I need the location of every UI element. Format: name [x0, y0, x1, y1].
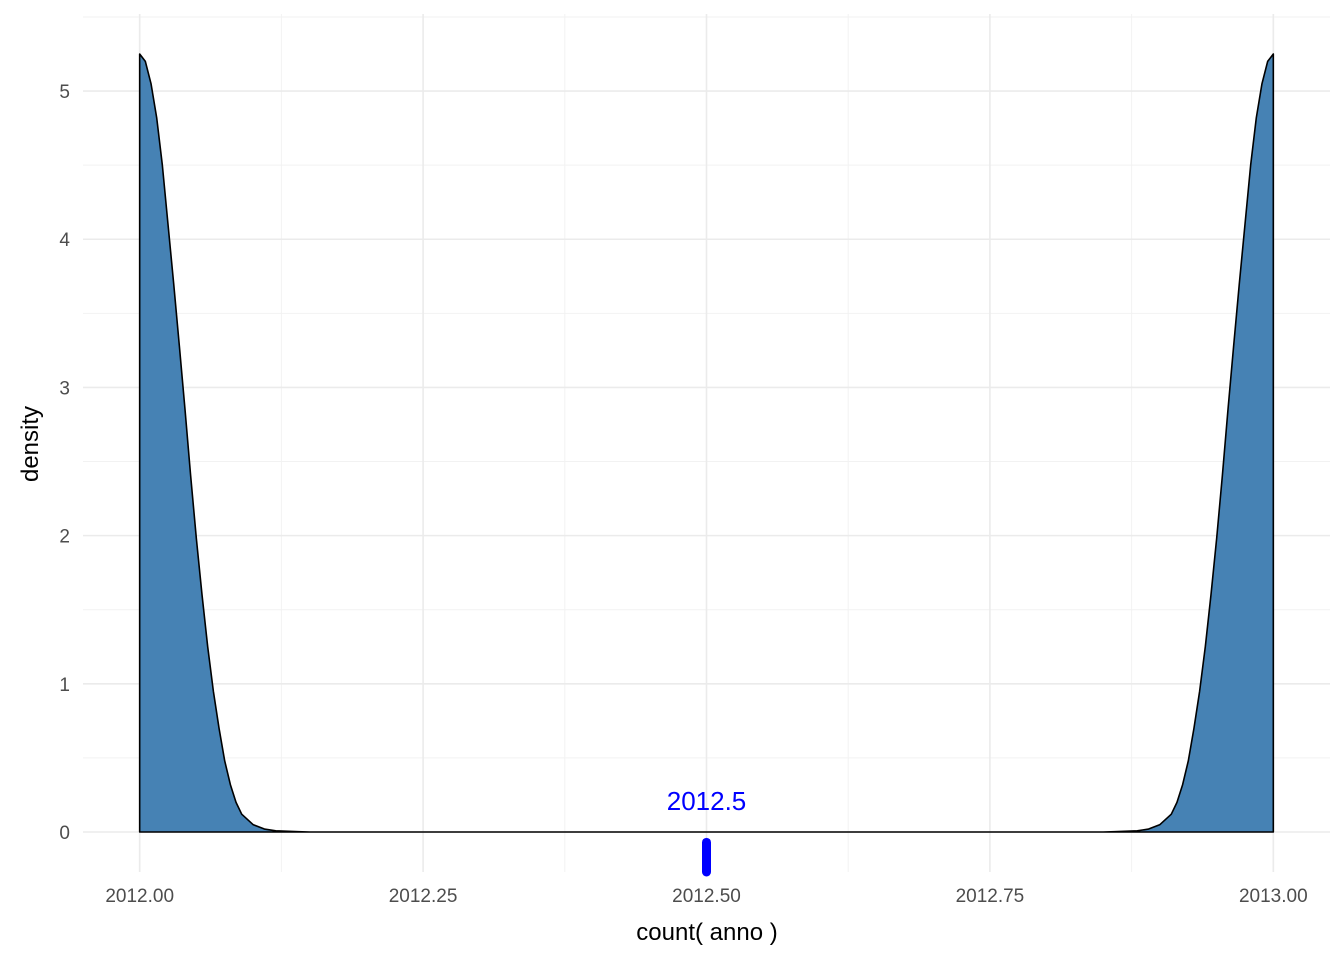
y-tick-label: 5: [59, 82, 70, 103]
x-tick-label: 2012.00: [105, 886, 174, 907]
mean-annotation-label: 2012.5: [667, 786, 747, 816]
x-tick-labels: 2012.00 2012.25 2012.50 2012.75 2013.00: [105, 886, 1307, 907]
x-tick-label: 2012.50: [672, 886, 741, 907]
y-tick-label: 1: [59, 675, 70, 696]
x-axis-title: count( anno ): [636, 919, 777, 946]
density-outline: [138, 53, 1275, 833]
x-tick-label: 2012.75: [956, 886, 1025, 907]
x-tick-label: 2012.25: [389, 886, 458, 907]
grid-lines: [83, 14, 1330, 872]
y-tick-label: 4: [59, 230, 70, 251]
y-tick-label: 3: [59, 378, 70, 399]
plot-area: [138, 53, 1275, 877]
y-tick-label: 2: [59, 527, 70, 548]
y-tick-label: 0: [59, 823, 70, 844]
y-axis-title: density: [17, 406, 44, 482]
x-tick-label: 2013.00: [1239, 886, 1308, 907]
y-tick-labels: 0 1 2 3 4 5: [59, 82, 70, 844]
